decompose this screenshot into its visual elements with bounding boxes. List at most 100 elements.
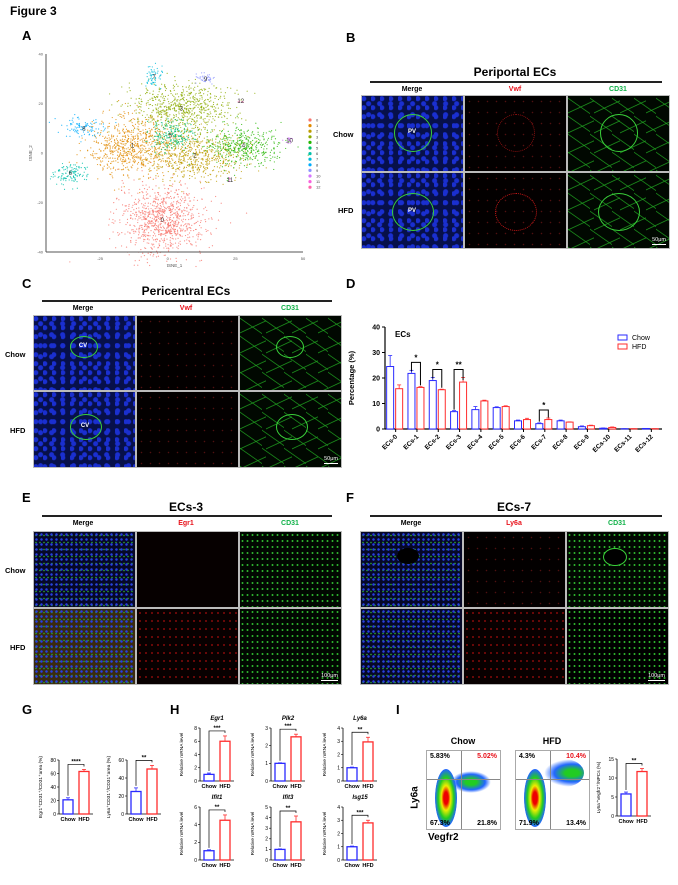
scatter-point xyxy=(222,163,224,165)
scatter-point xyxy=(169,121,171,123)
scatter-point xyxy=(135,242,137,244)
scatter-point xyxy=(174,130,177,132)
scatter-point xyxy=(177,125,179,127)
scatter-point xyxy=(157,227,160,229)
scatter-point xyxy=(157,94,159,96)
scatter-point xyxy=(158,228,160,231)
legend-swatch xyxy=(617,334,628,341)
scatter-point xyxy=(184,115,186,117)
scatter-point xyxy=(163,110,165,112)
scatter-point xyxy=(173,116,175,119)
scatter-point xyxy=(160,207,162,210)
scatter-point xyxy=(214,144,216,146)
scatter-point xyxy=(157,216,160,218)
scatter-point xyxy=(175,115,177,117)
scatter-point xyxy=(247,140,249,142)
scatter-point xyxy=(163,146,165,149)
scatter-point xyxy=(186,139,188,141)
scatter-point xyxy=(66,170,68,172)
scatter-point xyxy=(269,160,271,162)
scatter-point xyxy=(147,173,150,175)
scatter-point xyxy=(114,220,116,222)
scatter-point xyxy=(271,136,273,138)
scatter-point xyxy=(258,138,260,140)
scatter-point xyxy=(162,241,165,243)
scatter-point xyxy=(111,134,113,136)
scatter-point xyxy=(169,107,171,109)
scatter-point xyxy=(124,192,126,194)
scatter-point xyxy=(134,230,136,232)
scatter-point xyxy=(111,175,113,177)
scatter-point xyxy=(211,83,213,85)
scatter-point xyxy=(245,148,248,150)
scatter-point xyxy=(150,158,152,160)
chart-title: Egr1 xyxy=(210,716,224,722)
scatter-point xyxy=(177,206,179,208)
scatter-point xyxy=(168,107,170,109)
scatter-point xyxy=(206,105,209,107)
scatter-point xyxy=(93,134,96,136)
scatter-point xyxy=(90,154,92,156)
scatter-point xyxy=(168,132,171,134)
scatter-point xyxy=(212,149,214,151)
scatter-point xyxy=(157,115,159,117)
scatter-point xyxy=(121,163,123,165)
scatter-point xyxy=(77,126,79,128)
scatter-point xyxy=(168,158,170,160)
scatter-point xyxy=(244,150,246,152)
scatter-point xyxy=(251,148,253,150)
scatter-point xyxy=(124,158,127,160)
bar-hfd xyxy=(480,400,489,430)
quadrant-ul: 5.83% xyxy=(430,753,450,760)
scatter-point xyxy=(247,145,249,147)
scatter-point xyxy=(181,210,183,212)
bar-chow xyxy=(130,790,142,815)
scatter-point xyxy=(128,120,130,122)
scatter-point xyxy=(151,150,154,153)
scatter-point xyxy=(137,144,139,146)
scatter-point xyxy=(175,105,177,107)
scatter-point xyxy=(112,167,114,170)
scatter-point xyxy=(208,162,210,164)
scatter-point xyxy=(192,107,194,109)
scatter-point xyxy=(168,206,170,208)
scatter-point xyxy=(178,138,180,140)
panel-label-i: I xyxy=(396,702,400,717)
scatter-point xyxy=(225,140,227,142)
micrograph-c-hfd-merge: CV xyxy=(33,391,136,468)
scatter-point xyxy=(139,133,141,135)
scatter-point xyxy=(270,138,273,140)
scatter-point xyxy=(179,202,181,204)
scatter-point xyxy=(130,138,132,140)
scatter-point xyxy=(183,137,185,139)
column-header-merge: Merge xyxy=(400,520,422,527)
scatter-point xyxy=(66,166,68,168)
scatter-point xyxy=(240,99,242,101)
scatter-point xyxy=(162,133,165,135)
scatter-point xyxy=(193,127,195,130)
scatter-point xyxy=(221,148,223,150)
scatter-point xyxy=(218,156,220,158)
scatter-point xyxy=(184,183,186,185)
x-tick-label: ECs-9 xyxy=(573,433,591,451)
scatter-point xyxy=(126,162,128,164)
scatter-point xyxy=(153,246,155,248)
scatter-point xyxy=(141,219,143,221)
scatter-point xyxy=(120,142,122,144)
scatter-point xyxy=(49,178,52,180)
scatter-point xyxy=(241,149,243,151)
scatter-point xyxy=(241,154,243,156)
scatter-point xyxy=(235,143,237,145)
y-tick-label: 2 xyxy=(337,831,340,837)
scatter-point xyxy=(182,162,184,164)
scatter-point xyxy=(69,129,71,132)
scatter-point xyxy=(223,152,225,154)
scatter-point xyxy=(129,224,131,226)
scatter-point xyxy=(208,101,210,103)
quadrant-lr: 21.8% xyxy=(477,820,497,827)
scatter-point xyxy=(199,164,201,167)
scatter-point xyxy=(181,146,184,148)
scatter-point xyxy=(134,135,136,137)
scatter-point xyxy=(156,109,158,111)
scatter-point xyxy=(119,132,121,134)
